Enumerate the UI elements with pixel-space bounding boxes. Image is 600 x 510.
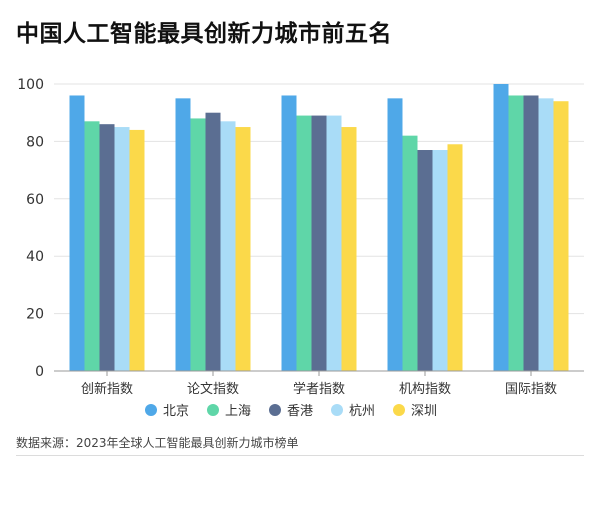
- bar-香港-创新指数: [99, 124, 115, 372]
- x-tick-label: 机构指数: [399, 382, 451, 397]
- x-tick-label: 学者指数: [293, 381, 345, 397]
- legend-label: 北京: [163, 404, 189, 419]
- bar-北京-创新指数: [69, 95, 85, 371]
- bar-上海-国际指数: [508, 95, 524, 371]
- bar-香港-机构指数: [417, 150, 433, 371]
- legend-marker-北京: [145, 404, 157, 416]
- bar-香港-学者指数: [311, 115, 327, 371]
- bar-杭州-机构指数: [432, 150, 448, 371]
- bar-深圳-国际指数: [553, 101, 569, 371]
- legend-marker-杭州: [331, 404, 343, 416]
- bar-北京-学者指数: [281, 95, 297, 371]
- bar-北京-国际指数: [493, 84, 509, 371]
- y-tick-label: 60: [26, 192, 44, 208]
- legend-label: 深圳: [411, 404, 437, 419]
- bar-上海-学者指数: [296, 115, 312, 371]
- legend-label: 杭州: [349, 404, 375, 419]
- bar-香港-国际指数: [523, 95, 539, 371]
- bar-上海-机构指数: [402, 135, 418, 371]
- bar-深圳-创新指数: [129, 129, 145, 371]
- y-tick-label: 20: [26, 307, 44, 323]
- y-tick-label: 100: [17, 77, 44, 93]
- chart-title: 中国人工智能最具创新力城市前五名: [16, 21, 392, 47]
- bar-杭州-学者指数: [326, 115, 342, 371]
- bar-北京-论文指数: [175, 98, 191, 371]
- y-tick-label: 0: [35, 364, 44, 380]
- bar-深圳-论文指数: [235, 127, 251, 371]
- legend-marker-深圳: [393, 404, 405, 416]
- bar-上海-论文指数: [190, 118, 206, 371]
- bar-杭州-论文指数: [220, 121, 236, 371]
- x-tick-label: 论文指数: [187, 382, 239, 397]
- y-tick-label: 80: [26, 134, 44, 150]
- legend-label: 上海: [225, 404, 251, 419]
- bar-深圳-机构指数: [447, 144, 463, 371]
- bar-上海-创新指数: [84, 121, 100, 371]
- x-tick-label: 创新指数: [81, 381, 133, 397]
- x-tick-label: 国际指数: [505, 382, 557, 397]
- bar-杭州-国际指数: [538, 98, 554, 371]
- source-note: 数据来源：2023年全球人工智能最具创新力城市榜单: [16, 436, 299, 450]
- legend-marker-香港: [269, 404, 281, 416]
- y-tick-label: 40: [26, 249, 44, 265]
- legend-marker-上海: [207, 404, 219, 416]
- bar-北京-机构指数: [387, 98, 403, 371]
- bar-杭州-创新指数: [114, 127, 130, 371]
- bar-深圳-学者指数: [341, 127, 357, 371]
- bar-香港-论文指数: [205, 112, 221, 371]
- legend-label: 香港: [287, 404, 313, 419]
- source-divider: [16, 455, 584, 456]
